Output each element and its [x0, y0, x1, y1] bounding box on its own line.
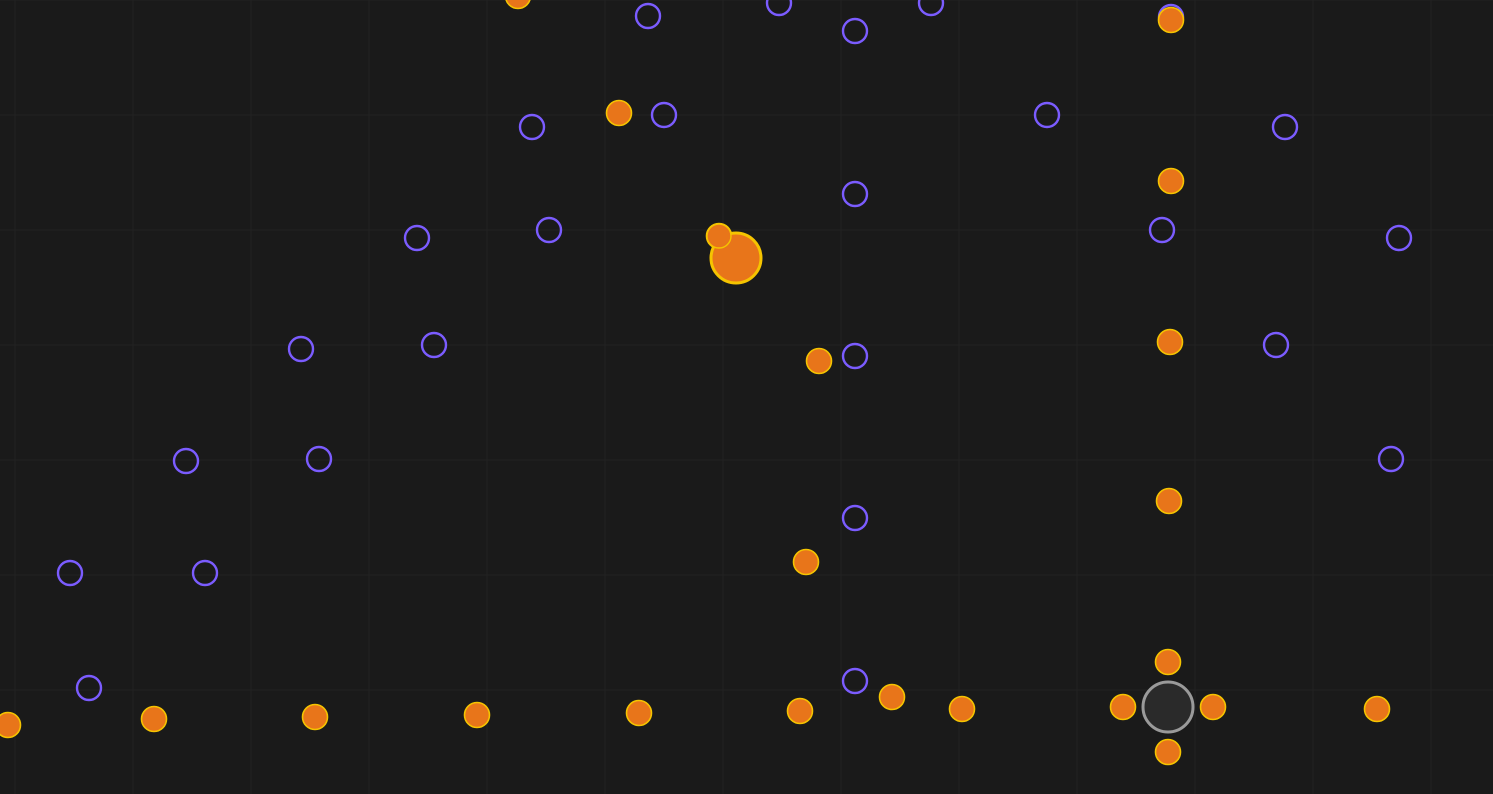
ring-icon: [841, 667, 869, 695]
ring-icon: [917, 0, 945, 17]
player-ring-icon[interactable]: [1141, 680, 1195, 734]
orb-icon: [1156, 328, 1184, 356]
orb-icon: [792, 548, 820, 576]
ring-icon: [841, 342, 869, 370]
ring-icon: [1262, 331, 1290, 359]
orb-icon: [706, 223, 732, 249]
ring-icon: [172, 447, 200, 475]
ring-icon: [841, 180, 869, 208]
orb-icon: [1109, 693, 1137, 721]
outline-dots-layer: [56, 0, 1413, 702]
ring-icon: [1033, 101, 1061, 129]
ring-icon: [765, 0, 793, 17]
orb-icon: [948, 695, 976, 723]
orb-icon: [1199, 693, 1227, 721]
orange-dots-layer: [0, 0, 1391, 766]
ring-icon: [1271, 113, 1299, 141]
ring-icon: [650, 101, 678, 129]
ring-icon: [403, 224, 431, 252]
ring-icon: [287, 335, 315, 363]
ring-icon: [420, 331, 448, 359]
ring-icon: [634, 2, 662, 30]
orb-icon: [1157, 167, 1185, 195]
orb-icon: [605, 99, 633, 127]
special-objects-layer: [706, 223, 1195, 734]
orb-icon: [505, 0, 531, 10]
orb-icon: [878, 683, 906, 711]
orb-icon: [140, 705, 168, 733]
orb-icon: [786, 697, 814, 725]
orb-icon: [805, 347, 833, 375]
orb-icon: [0, 711, 22, 739]
ring-icon: [1385, 224, 1413, 252]
ring-icon: [535, 216, 563, 244]
ring-icon: [305, 445, 333, 473]
orb-icon: [1157, 6, 1185, 34]
ring-icon: [75, 674, 103, 702]
ring-icon: [191, 559, 219, 587]
ring-icon: [841, 17, 869, 45]
orb-icon: [1363, 695, 1391, 723]
orb-icon: [1155, 487, 1183, 515]
orb-icon: [463, 701, 491, 729]
ring-icon: [56, 559, 84, 587]
orb-icon: [1154, 738, 1182, 766]
ring-icon: [841, 504, 869, 532]
orb-icon: [301, 703, 329, 731]
orb-icon: [1154, 648, 1182, 676]
ring-icon: [1377, 445, 1405, 473]
orb-icon: [625, 699, 653, 727]
ring-icon: [518, 113, 546, 141]
ring-icon: [1148, 216, 1176, 244]
